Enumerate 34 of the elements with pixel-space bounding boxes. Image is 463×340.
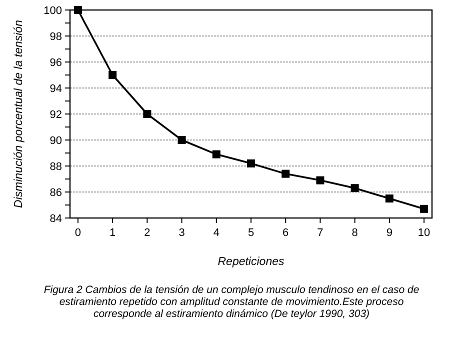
text: Figura 2 Cambios de la tensión de un complejo musculo tendinoso en el caso de estiramiento repetido con amplitud constante de movimiento.Este proceso corresponde al estiramiento dinámico (De teylor 1990, 303) — [44, 284, 420, 320]
point — [282, 170, 290, 178]
point — [350, 184, 359, 192]
y-tick-label: 90 — [50, 134, 62, 147]
x-tick-label: 4 — [213, 227, 220, 239]
x-tick-label: 8 — [352, 227, 358, 239]
x-tick-label: 7 — [317, 227, 324, 239]
point — [316, 176, 324, 184]
y-tick-label: 84 — [50, 212, 62, 225]
y-tick-label: 98 — [50, 30, 62, 43]
point — [385, 194, 394, 202]
y-tick-label: 100 — [44, 4, 62, 17]
x-tick-label: 2 — [144, 227, 150, 239]
x-tick-label: 9 — [386, 227, 392, 239]
y-axis-title: Disminución porcentual de la tensión — [13, 20, 25, 208]
x-tick-label: 6 — [282, 227, 289, 239]
y-tick-label: 94 — [50, 82, 62, 95]
y-tick-label: 96 — [50, 56, 62, 69]
y-tick-label: 88 — [50, 160, 62, 173]
x-tick-label: 5 — [248, 227, 254, 239]
point — [420, 204, 428, 213]
x-tick-label: 10 — [418, 227, 430, 239]
y-tick-label: 86 — [50, 186, 62, 199]
x-axis-title: Repeticiones — [218, 256, 284, 268]
point — [143, 110, 152, 118]
x-tick-label: 0 — [74, 227, 82, 239]
point — [247, 159, 255, 168]
point — [74, 6, 82, 14]
y-tick-label: 92 — [50, 108, 62, 121]
point — [212, 150, 220, 158]
point — [108, 71, 117, 79]
x-tick-label: 3 — [178, 227, 185, 239]
point — [178, 136, 186, 144]
x-tick-label: 1 — [110, 227, 116, 239]
